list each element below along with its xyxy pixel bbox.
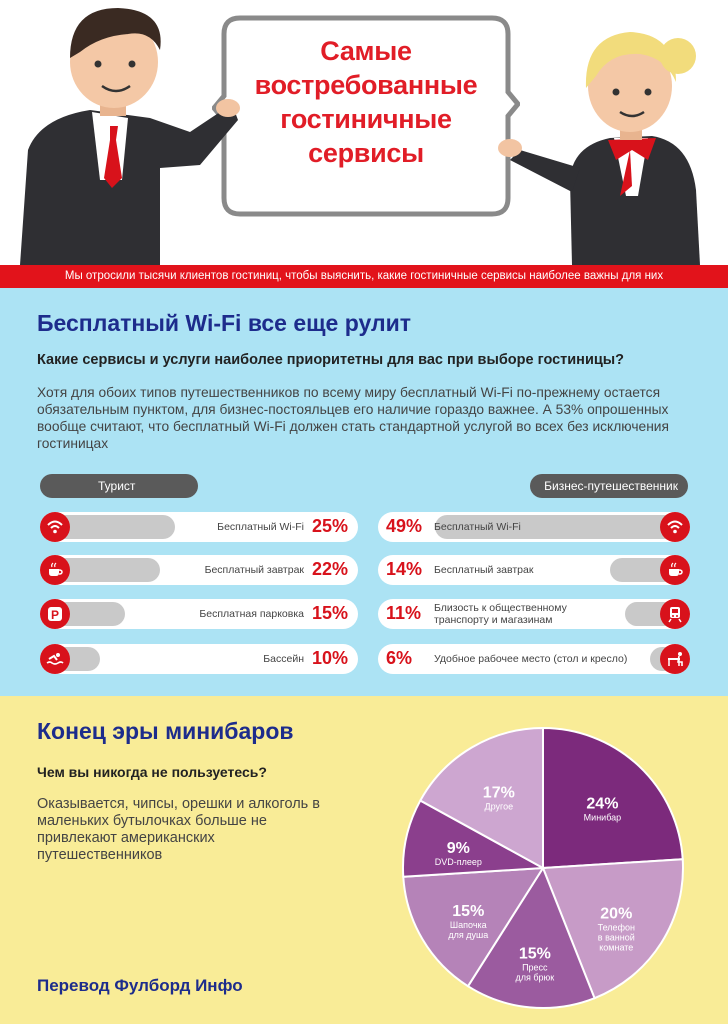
pie-slice <box>542 726 684 870</box>
desk-icon <box>660 644 690 674</box>
pie-slice-pct: 20% <box>600 906 632 923</box>
pie-slice-label: для брюк <box>515 972 554 982</box>
business-pct: 49% <box>386 516 423 536</box>
wifi-heading: Бесплатный Wi-Fi все еще рулит <box>37 310 411 336</box>
subtitle-banner: Мы отросили тысячи клиентов гостиниц, чт… <box>0 265 728 288</box>
pie-slice-label: Телефон <box>598 923 635 933</box>
pie-slice-pct: 9% <box>447 840 470 857</box>
tourist-header: Турист <box>40 474 198 498</box>
tourist-row: Бесплатный завтрак 22% <box>40 555 358 585</box>
pie-slice <box>418 726 544 870</box>
translation-credit: Перевод Фулборд Инфо <box>37 976 243 995</box>
pie-slice-pct: 17% <box>483 784 515 801</box>
wifi-description: Хотя для обоих типов путешественников по… <box>37 385 669 451</box>
business-label: Удобное рабочее место (стол и кресло) <box>434 653 628 665</box>
minibar-heading: Конец эры минибаров <box>37 718 294 744</box>
pie-slice-pct: 15% <box>452 903 484 920</box>
business-label: Бесплатный завтрак <box>434 564 534 576</box>
pie-slice-label: Пресс <box>522 962 548 972</box>
wifi-section: Бесплатный Wi-Fi все еще рулит Какие сер… <box>0 288 728 696</box>
tourist-row: Бесплатный Wi-Fi 25% <box>40 512 358 542</box>
tourist-pct: 22% <box>311 559 348 579</box>
title-line: сервисы <box>308 138 424 168</box>
header: Самые востребованные гостиничные сервисы <box>0 0 728 265</box>
tourist-pct: 10% <box>311 648 348 668</box>
tourist-label: Бесплатная парковка <box>199 608 304 620</box>
business-row: 6% Удобное рабочее место (стол и кресло) <box>378 644 690 674</box>
pie-slice-label: DVD-плеер <box>435 857 482 867</box>
coffee-icon <box>40 555 70 585</box>
business-row: 49% Бесплатный Wi-Fi <box>378 512 690 542</box>
business-row: 11% Близость к общественному транспорту … <box>378 599 690 629</box>
pie-slice <box>541 858 684 1000</box>
tourist-bar <box>50 515 175 539</box>
businessman-illustration <box>20 8 240 265</box>
tourist-row: Бассейн 10% <box>40 644 358 674</box>
pie-slice-pct: 24% <box>586 796 618 813</box>
tourist-pct: 25% <box>311 516 348 536</box>
tourist-pct: 15% <box>311 603 348 623</box>
pie-slice-label: комнате <box>599 943 633 953</box>
pie-slice-label: Минибар <box>584 813 621 823</box>
businesswoman-illustration <box>498 32 700 265</box>
tourist-label: Бассейн <box>263 653 304 665</box>
business-label: Близость к общественному транспорту и ма… <box>434 602 567 626</box>
pie-slice-pct: 15% <box>519 945 551 962</box>
business-pct: 14% <box>386 559 423 579</box>
business-row: 14% Бесплатный завтрак <box>378 555 690 585</box>
title-bubble <box>212 15 520 217</box>
coffee-icon <box>660 555 690 585</box>
business-label: Бесплатный Wi-Fi <box>434 521 521 533</box>
wifi-question: Какие сервисы и услуги наиболее приорите… <box>37 352 625 368</box>
business-pct: 11% <box>386 603 422 623</box>
tourist-label: Бесплатный Wi-Fi <box>217 521 304 533</box>
wifi-icon <box>660 512 690 542</box>
pie-slice-label: Шапочка <box>450 920 487 930</box>
title-line: востребованные <box>254 70 478 100</box>
business-header: Бизнес-путешественник <box>530 474 688 498</box>
pie-slice <box>466 865 596 1009</box>
minibar-question: Чем вы никогда не пользуетесь? <box>37 764 267 780</box>
business-bar <box>435 515 680 539</box>
minibar-section: Конец эры минибаров Чем вы никогда не по… <box>0 696 728 1024</box>
tourist-row: P Бесплатная парковка 15% <box>40 599 358 629</box>
tourist-label: Бесплатный завтрак <box>204 564 304 576</box>
title-line: Самые <box>320 36 412 66</box>
pie-slice <box>402 799 547 878</box>
page-title: Самые востребованные гостиничные сервисы <box>212 34 520 170</box>
wifi-icon <box>40 512 70 542</box>
pie-slice-label: Другое <box>485 801 514 811</box>
swimming-icon <box>40 644 70 674</box>
parking-icon: P <box>40 599 70 629</box>
minibar-description: Оказывается, чипсы, орешки и алкоголь в … <box>37 796 320 863</box>
title-line: гостиничные <box>280 104 452 134</box>
svg-text:P: P <box>51 608 59 622</box>
train-icon <box>660 599 690 629</box>
pie-slice-label: для душа <box>448 930 488 940</box>
pie-slice-label: в ванной <box>598 933 635 943</box>
pie-slice <box>402 866 545 988</box>
business-pct: 6% <box>386 648 413 668</box>
